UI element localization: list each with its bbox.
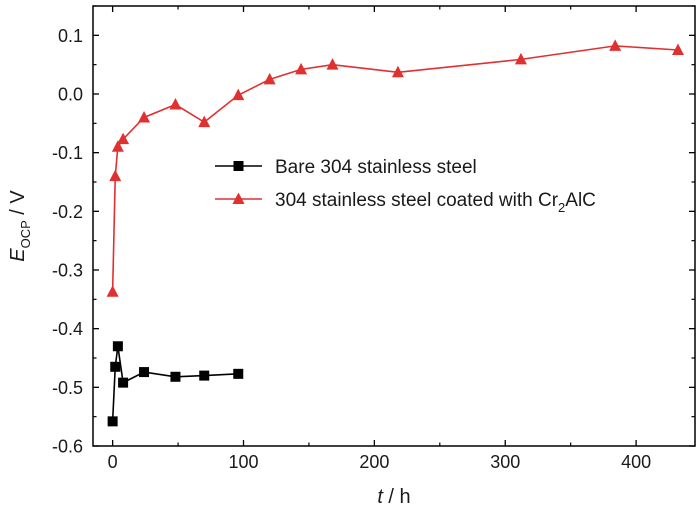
data-point [118,377,129,388]
legend: Bare 304 stainless steel 304 stainless s… [215,157,596,215]
legend-marker-coated [232,192,245,204]
data-point [107,416,118,427]
data-point [170,371,181,382]
data-point [232,88,245,101]
data-point [111,140,124,152]
legend-label-coated-suffix: AlC [565,190,596,211]
tick-marks [93,5,695,447]
x-axis-label: t / h [377,486,410,508]
x-axis-unit: / h [383,486,411,508]
y-tick-label: -0.1 [52,143,83,163]
data-point [609,39,622,51]
data-point [109,169,122,182]
data-point [117,132,130,145]
series-bare [107,341,244,427]
data-point [199,370,210,381]
legend-label-coated: 304 stainless steel coated with Cr2AlC [275,190,596,215]
series-coated [106,39,684,297]
data-point [198,115,211,128]
plot-frame [92,5,696,447]
data-point [514,52,527,65]
x-tick-label: 400 [621,452,651,472]
y-axis-unit: / V [7,190,29,221]
y-tick-label: 0.1 [58,26,83,46]
y-axis-subscript: OCP [18,220,33,248]
y-tick-label: -0.6 [52,437,83,457]
legend-marker-bare [233,161,244,171]
data-point [169,98,182,110]
data-point [295,62,308,75]
data-point [391,65,404,78]
legend-label-coated-sub: 2 [558,200,565,215]
x-tick-label: 0 [108,452,118,472]
y-tick-label: 0.0 [58,85,83,105]
y-axis-label: EOCP / V [7,190,33,262]
data-point [671,43,684,55]
y-axis-symbol: E [7,248,29,262]
data-point [106,285,119,297]
legend-label-bare: Bare 304 stainless steel [275,157,477,178]
y-tick-label: -0.5 [52,378,83,398]
legend-label-coated-main: 304 stainless steel coated with Cr [275,190,559,211]
y-tick-label: -0.3 [52,261,83,281]
x-tick-label: 300 [490,452,520,472]
data-point [110,361,121,372]
data-point [112,341,123,352]
series-line [111,346,239,422]
y-tick-label: -0.4 [52,319,83,339]
tick-labels: 0 100 200 300 400 0.1 0.0 -0.1 -0.2 -0.3 -0.4 -0.5 -… [52,26,651,472]
data-point [139,367,150,378]
data-point [326,58,339,70]
data-point [138,110,151,123]
data-point [263,72,276,85]
y-tick-label: -0.2 [52,202,83,222]
x-tick-label: 100 [228,452,258,472]
x-tick-label: 200 [359,452,389,472]
series-layer [106,39,684,427]
data-point [233,368,244,379]
x-axis-symbol: t [377,486,384,508]
